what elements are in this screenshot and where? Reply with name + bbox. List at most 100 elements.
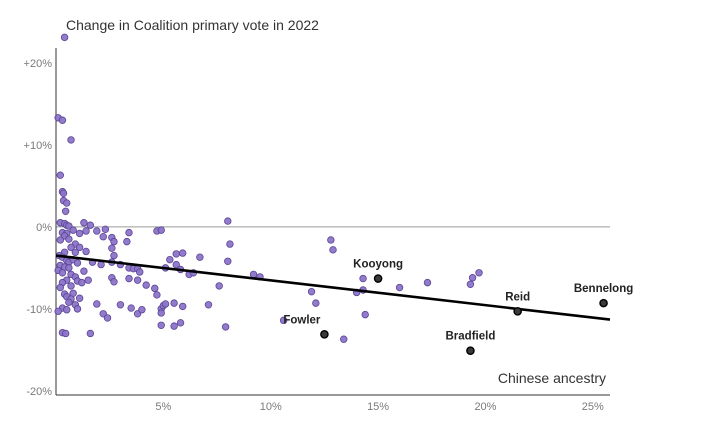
data-point — [307, 287, 316, 296]
highlight-point — [466, 346, 475, 356]
data-point — [99, 232, 107, 241]
data-point — [58, 116, 67, 124]
data-point — [172, 260, 180, 269]
data-point — [196, 253, 204, 261]
data-point — [125, 274, 133, 283]
data-point — [67, 282, 75, 290]
data-point — [170, 299, 178, 307]
data-point — [204, 301, 213, 309]
data-point — [170, 322, 178, 330]
data-point — [327, 236, 335, 244]
data-point — [133, 276, 142, 284]
data-point — [56, 171, 64, 179]
y-tick-labels: +20% +10% 0% -10% -20% — [24, 58, 53, 398]
highlight-point — [599, 298, 608, 308]
y-tick-label: 0% — [36, 222, 52, 234]
highlight-label: Fowler — [283, 314, 321, 326]
y-tick-label: -20% — [26, 386, 52, 398]
x-axis-label: Chinese ancestry — [498, 370, 606, 386]
data-point — [110, 237, 118, 246]
data-point — [80, 219, 88, 227]
data-point — [157, 226, 165, 234]
data-point — [172, 250, 180, 258]
data-point — [93, 300, 101, 308]
data-point — [249, 270, 258, 279]
data-point — [361, 310, 369, 319]
data-point — [224, 217, 232, 225]
data-point — [56, 236, 64, 244]
data-point — [125, 228, 133, 237]
data-point — [93, 227, 101, 235]
data-point — [157, 309, 165, 317]
data-point — [466, 280, 475, 288]
data-point — [73, 305, 82, 313]
data-point — [475, 269, 483, 277]
x-tick-label: 25% — [582, 401, 604, 413]
data-point — [65, 235, 73, 243]
chart-title: Change in Coalition primary vote in 2022 — [66, 17, 319, 33]
data-point — [101, 225, 110, 234]
data-point — [161, 300, 170, 308]
data-point — [65, 264, 73, 272]
axes — [55, 48, 610, 396]
data-point — [65, 298, 73, 307]
x-tick-label: 15% — [367, 401, 389, 413]
x-tick-label: 5% — [155, 401, 171, 413]
data-point — [56, 283, 64, 292]
data-point — [80, 267, 88, 275]
data-point — [63, 199, 71, 207]
data-point — [82, 227, 90, 235]
data-point — [312, 299, 320, 307]
x-tick-label: 20% — [474, 401, 496, 413]
data-point — [75, 243, 84, 252]
data-point — [123, 237, 131, 246]
data-point — [116, 301, 125, 309]
data-point — [176, 319, 185, 327]
data-point — [178, 302, 187, 311]
data-point — [63, 305, 71, 314]
highlight-point — [513, 307, 522, 316]
data-point — [423, 278, 432, 287]
data-point — [86, 221, 95, 229]
data-point — [468, 274, 477, 282]
data-point — [78, 278, 86, 287]
highlight-label: Bradfield — [446, 331, 496, 343]
data-point — [75, 229, 84, 238]
data-point — [215, 282, 223, 290]
data-point — [224, 257, 232, 266]
y-tick-label: +10% — [24, 140, 53, 152]
data-point — [54, 307, 62, 316]
data-points — [54, 33, 483, 343]
data-point — [153, 291, 161, 299]
highlight-label: Bennelong — [574, 283, 633, 295]
data-point — [151, 284, 159, 293]
data-point — [110, 251, 118, 260]
data-point — [67, 243, 75, 252]
data-point — [75, 294, 84, 302]
data-point — [86, 329, 95, 338]
highlight-label: Reid — [505, 291, 530, 303]
data-point — [166, 255, 174, 264]
highlight-point — [320, 330, 329, 339]
data-point — [395, 283, 404, 292]
data-point — [127, 304, 135, 312]
data-point — [340, 335, 348, 343]
data-point — [157, 321, 165, 329]
data-point — [61, 207, 70, 215]
data-point — [60, 33, 69, 42]
data-point — [138, 305, 146, 314]
data-point — [71, 248, 80, 256]
highlighted-electorates: Kooyong Fowler Bradfield Reid Bennelong — [283, 259, 633, 356]
data-point — [59, 189, 68, 197]
data-point — [136, 268, 144, 276]
y-tick-label: -10% — [26, 304, 52, 316]
data-point — [84, 276, 92, 284]
x-tick-labels: 5% 10% 15% 20% 25% — [155, 401, 604, 413]
data-point — [69, 226, 77, 234]
data-point — [61, 329, 70, 338]
data-point — [221, 323, 230, 331]
data-point — [58, 269, 67, 277]
x-tick-label: 10% — [260, 401, 282, 413]
data-point — [73, 259, 82, 267]
